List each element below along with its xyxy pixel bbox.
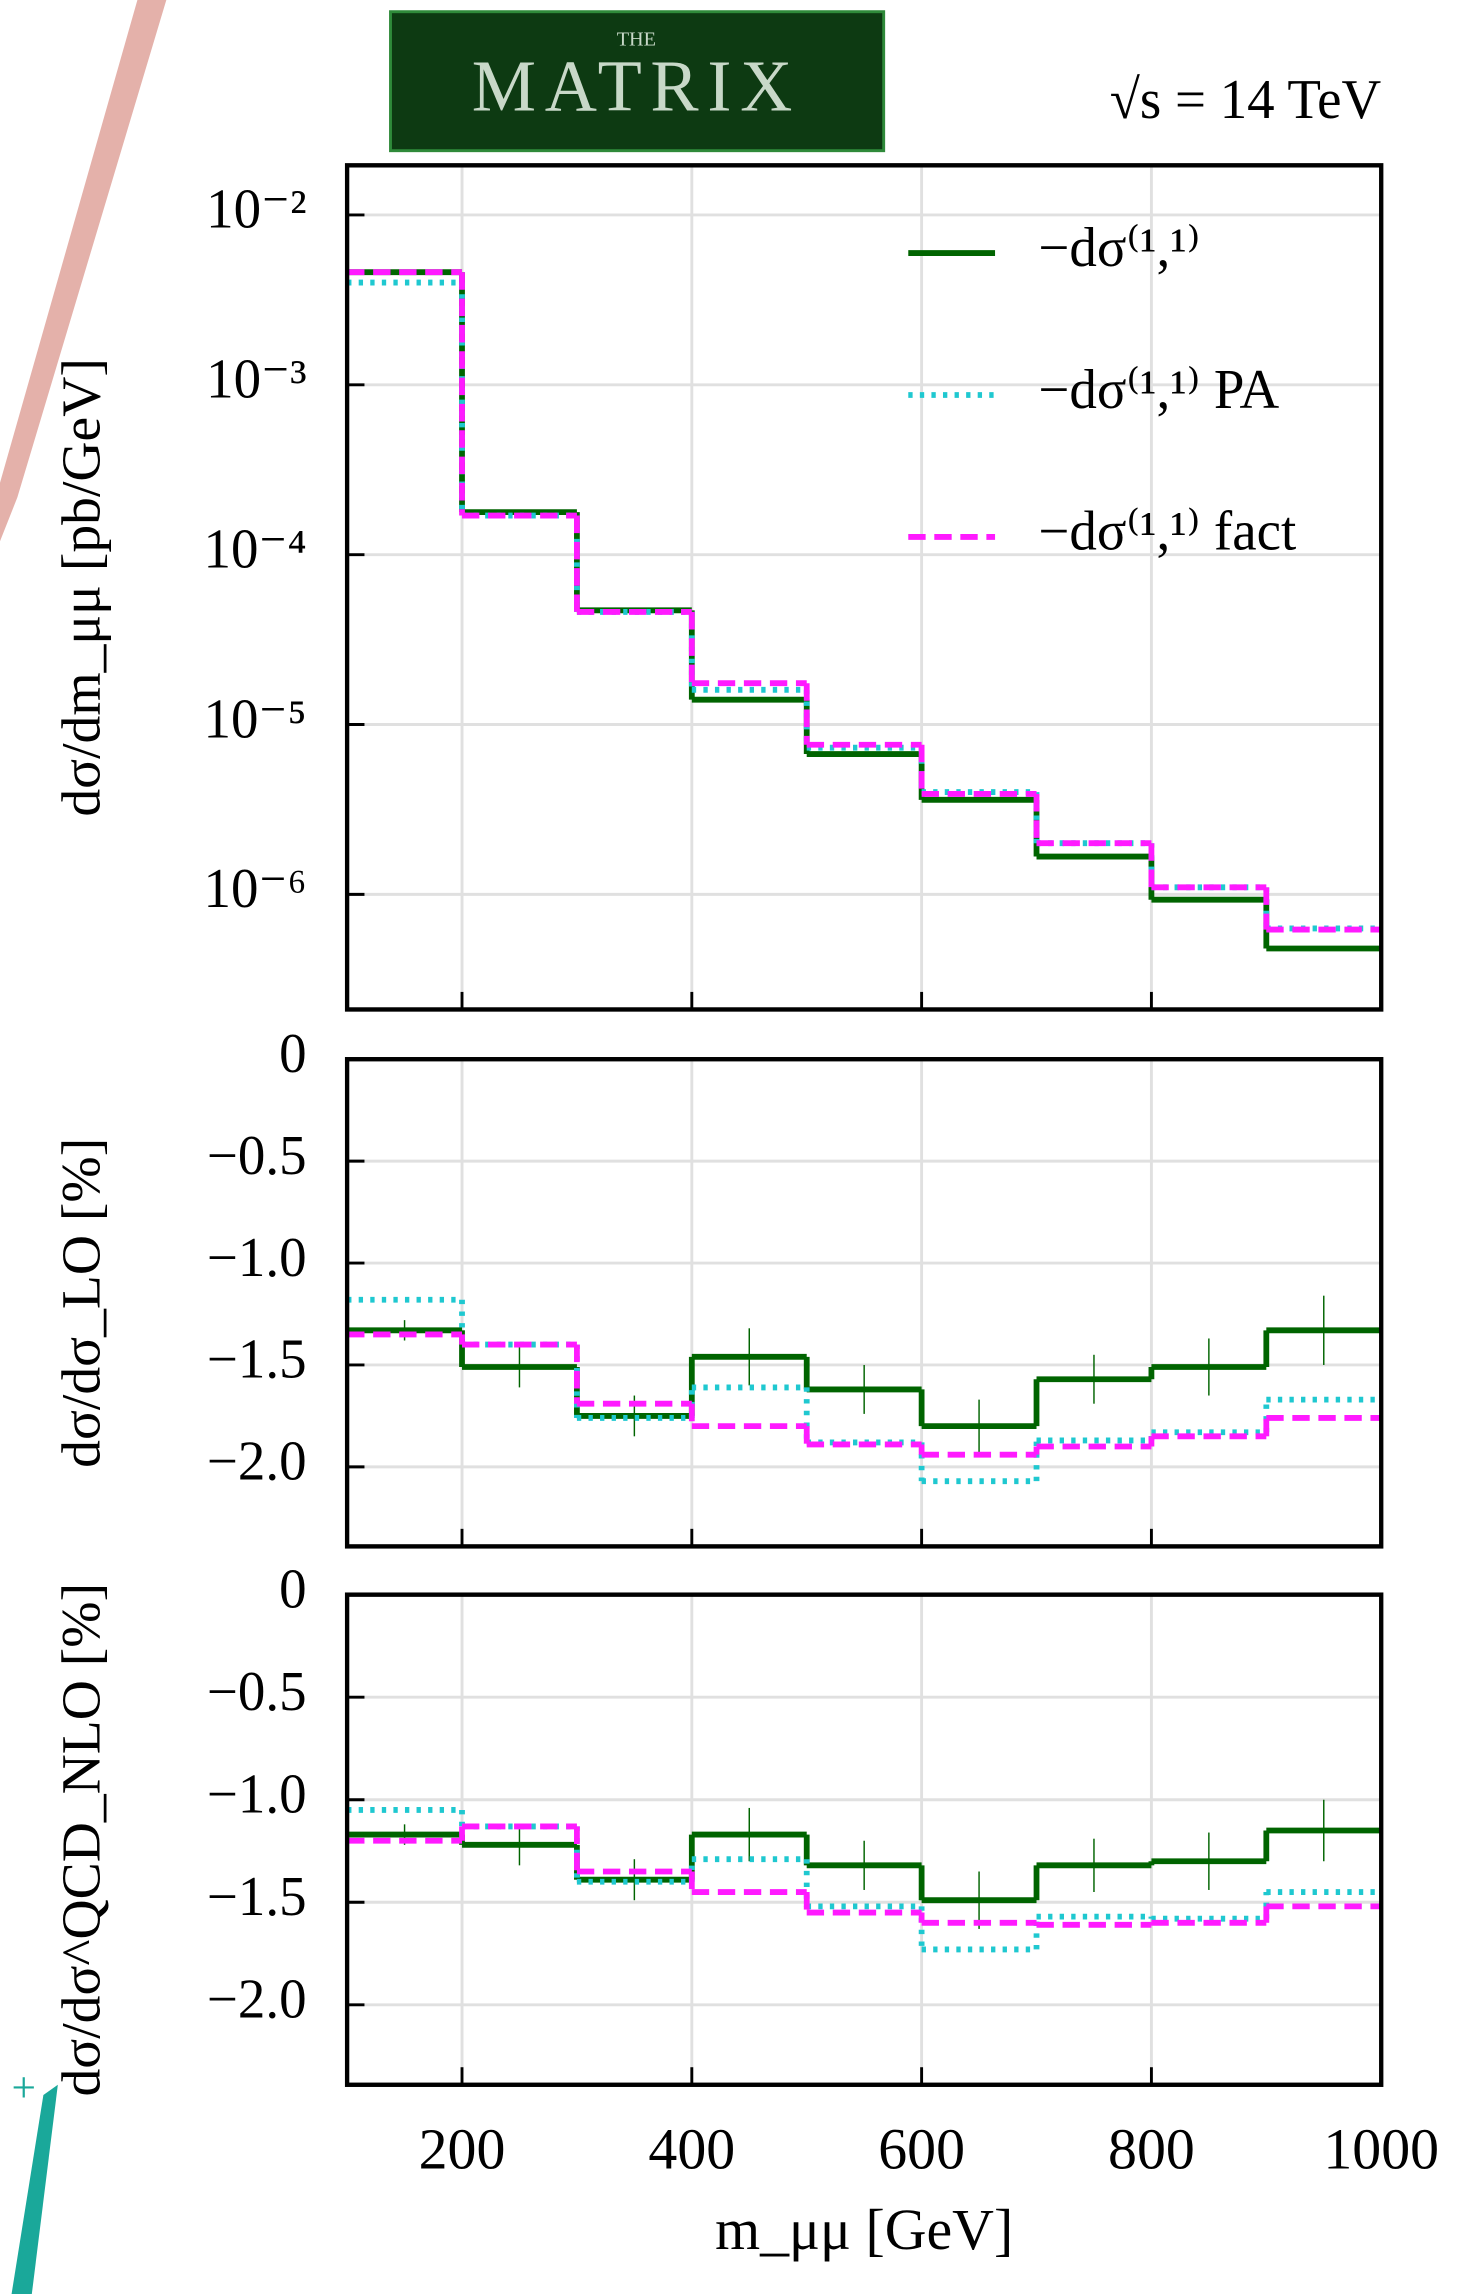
- x-tick-label: 400: [648, 2116, 735, 2181]
- annotation: √s = 14 TeV: [1110, 69, 1382, 130]
- legend-label: −dσ⁽¹,¹⁾ PA: [1038, 358, 1279, 419]
- y-axis-label: dσ/dm_μμ [pb/GeV]: [51, 358, 112, 817]
- y-tick-label: 10⁻³: [206, 348, 306, 409]
- y-tick-label: −2.0: [207, 1968, 307, 2029]
- y-tick-label: 10⁻⁵: [203, 688, 306, 749]
- plot-frame: [344, 1057, 1384, 1549]
- y-tick-label: −0.5: [207, 1661, 307, 1722]
- x-tick-label: 200: [419, 2116, 506, 2181]
- logo-text: MATRIX: [472, 45, 801, 126]
- y-axis-label: dσ/dσ_LO [%]: [51, 1138, 112, 1468]
- y-tick-label: 10⁻⁴: [203, 518, 306, 579]
- y-tick-label: −1.5: [207, 1866, 307, 1927]
- x-tick-label: 600: [878, 2116, 965, 2181]
- y-tick-label: −1.0: [207, 1763, 307, 1824]
- figure: + THE MATRIX 10⁻² 10⁻³ 10⁻⁴ 10⁻⁵ 10⁻⁶ dσ/dm_μ…: [0, 0, 1439, 2294]
- y-tick-label: −2.0: [207, 1430, 307, 1491]
- decor-stripe: [0, 0, 167, 542]
- y-tick-label: −1.5: [207, 1328, 307, 1389]
- plot-frame: [344, 1592, 1384, 2087]
- y-tick-label: 10⁻²: [206, 178, 306, 239]
- x-tick-label: 800: [1108, 2116, 1195, 2181]
- x-axis-label: m_μμ [GeV]: [715, 2197, 1013, 2262]
- x-tick-label: 1000: [1323, 2116, 1439, 2181]
- logo-small: THE: [617, 29, 656, 51]
- logo-border: [389, 10, 886, 153]
- logo-box: [390, 11, 884, 151]
- y-axis-label: dσ/dσ^QCD_NLO [%]: [51, 1583, 112, 2097]
- y-tick-label: 0: [279, 1558, 306, 1619]
- legend-label: −dσ⁽¹,¹⁾: [1038, 217, 1200, 278]
- decor-stripe: [11, 2084, 58, 2294]
- legend-label: −dσ⁽¹,¹⁾ fact: [1038, 500, 1296, 561]
- y-tick-label: −0.5: [207, 1125, 307, 1186]
- y-tick-label: −1.0: [207, 1227, 307, 1288]
- y-tick-label: 0: [279, 1023, 306, 1084]
- decor-plus: +: [12, 2064, 36, 2112]
- y-tick-label: 10⁻⁶: [203, 858, 306, 919]
- plot-frame: [344, 163, 1384, 1012]
